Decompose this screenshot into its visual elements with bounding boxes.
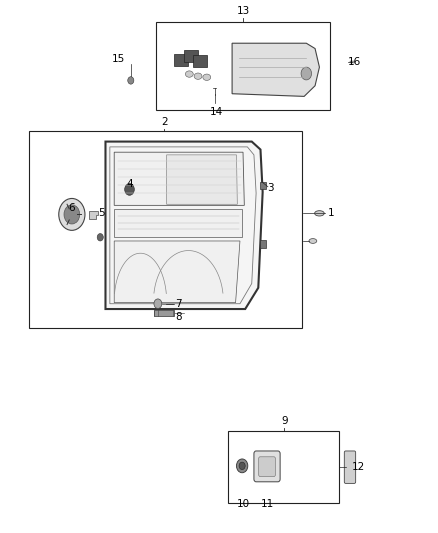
Polygon shape: [114, 152, 244, 205]
Text: 12: 12: [352, 463, 365, 472]
Polygon shape: [89, 211, 98, 219]
Polygon shape: [166, 155, 237, 204]
Bar: [193, 55, 207, 67]
Bar: [228, 431, 339, 503]
Polygon shape: [106, 142, 263, 309]
Text: 10: 10: [237, 499, 250, 509]
Bar: [29, 131, 302, 328]
Bar: [260, 182, 266, 189]
Text: 9: 9: [281, 416, 288, 426]
Bar: [260, 240, 266, 248]
Text: 5: 5: [98, 208, 104, 219]
Ellipse shape: [203, 74, 211, 80]
Circle shape: [301, 67, 311, 80]
Bar: [155, 22, 330, 110]
Bar: [184, 50, 198, 62]
Bar: [153, 310, 174, 316]
Circle shape: [125, 183, 134, 195]
Ellipse shape: [309, 239, 317, 244]
Text: 13: 13: [237, 5, 250, 15]
FancyBboxPatch shape: [344, 451, 356, 483]
Circle shape: [237, 459, 248, 473]
Circle shape: [128, 77, 134, 84]
Text: 16: 16: [348, 57, 361, 67]
Text: 7: 7: [175, 298, 182, 309]
FancyBboxPatch shape: [259, 457, 276, 477]
Text: 2: 2: [161, 117, 168, 127]
Text: 8: 8: [175, 312, 182, 322]
Circle shape: [97, 233, 103, 241]
Circle shape: [59, 198, 85, 230]
FancyBboxPatch shape: [254, 451, 280, 482]
Ellipse shape: [314, 211, 324, 216]
Text: 14: 14: [210, 107, 223, 117]
Text: 3: 3: [267, 183, 274, 193]
Text: 6: 6: [68, 203, 75, 213]
Bar: [350, 61, 355, 63]
Polygon shape: [232, 43, 319, 96]
Polygon shape: [114, 209, 242, 237]
Text: 4: 4: [126, 179, 133, 189]
Circle shape: [64, 205, 80, 224]
Bar: [174, 54, 188, 66]
Polygon shape: [114, 241, 240, 303]
Text: 15: 15: [112, 54, 125, 64]
Circle shape: [154, 299, 162, 309]
Text: 1: 1: [328, 208, 335, 219]
Ellipse shape: [194, 73, 202, 79]
Circle shape: [239, 462, 245, 470]
Ellipse shape: [185, 71, 193, 77]
Text: 11: 11: [261, 499, 274, 509]
